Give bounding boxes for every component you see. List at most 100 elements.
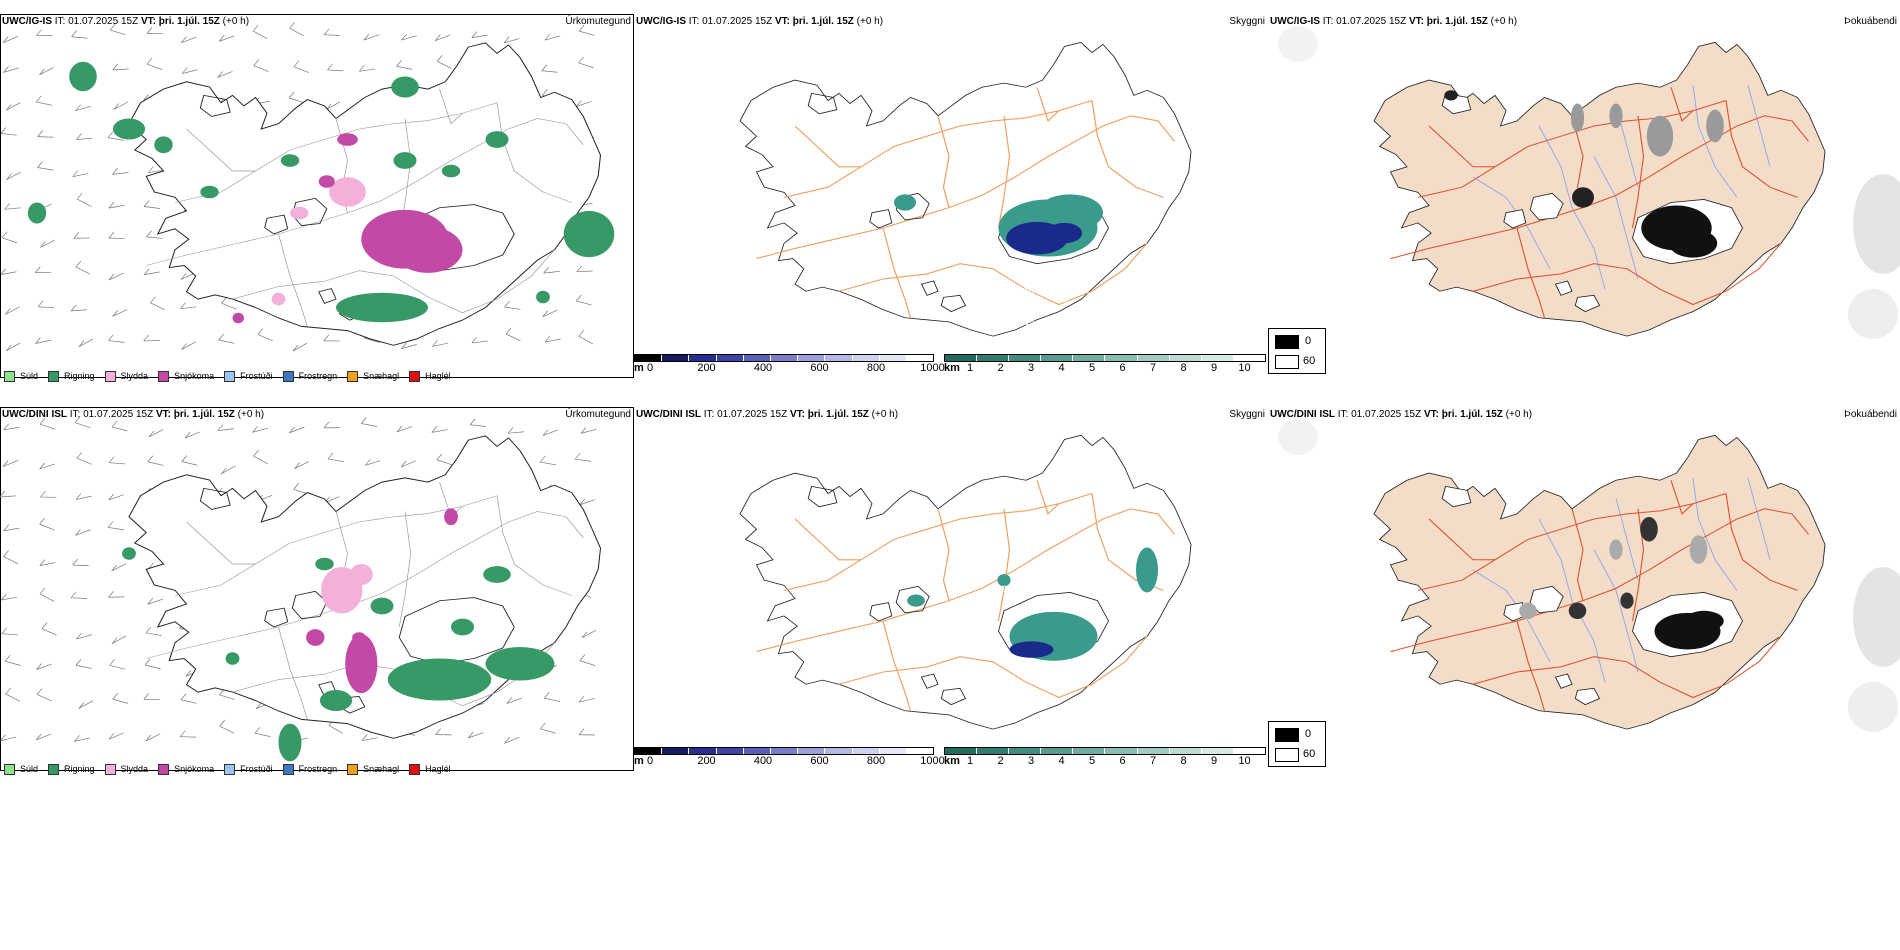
wind-barb	[580, 427, 597, 434]
wind-barb	[71, 30, 88, 39]
title-part: þri. 1.júl. 15Z	[173, 409, 235, 420]
ramp-step	[743, 748, 771, 754]
wind-barb	[39, 587, 55, 602]
title-part: IT:	[688, 16, 700, 27]
visibility-panel: 52492026849106UWC/IG-IS IT: 01.07.2025 1…	[634, 14, 1268, 394]
title-part: þri. 1.júl. 15Z	[792, 16, 854, 27]
wind-barb	[75, 659, 92, 669]
ramp-step	[825, 748, 853, 754]
snow-area	[444, 508, 458, 526]
coastline	[739, 434, 1192, 730]
legend-item: Frostúði	[224, 370, 273, 382]
colorbar-tick: 2	[997, 362, 1004, 374]
wind-barb	[143, 693, 160, 700]
colorbar-tick: 9	[1210, 755, 1218, 767]
title-part: (+0 h)	[1490, 16, 1518, 27]
wind-barb	[109, 23, 126, 36]
title-part: IT:	[1337, 409, 1349, 420]
legend-item: Slydda	[104, 370, 148, 382]
ramp-step	[1169, 355, 1202, 361]
snow-area	[352, 632, 366, 643]
wind-barb	[108, 272, 124, 281]
wind-barb	[147, 166, 165, 174]
legend-label: Súld	[20, 371, 39, 381]
rain-area	[441, 164, 461, 178]
panel-title: UWC/DINI ISL IT: 01.07.2025 15Z VT: þri.…	[1270, 409, 1532, 420]
visibility-panel: 55 75 43 8 966 243 UWC/DINI ISL IT: 01.07.2025…	[634, 407, 1268, 787]
wind-barb	[6, 102, 21, 111]
wind-barb	[146, 57, 163, 70]
title-part: (+0 h)	[237, 409, 265, 420]
wind-barb	[39, 559, 56, 566]
wind-barb	[218, 333, 235, 344]
wind-barb	[70, 591, 88, 599]
glacier-outline	[940, 687, 967, 706]
vis-area	[1037, 194, 1103, 232]
wind-barb	[543, 266, 560, 274]
wind-barb	[145, 626, 162, 636]
wind-barb	[3, 423, 20, 431]
glacier-outline	[1554, 280, 1573, 296]
vis-value-label: 43	[1064, 707, 1074, 717]
wind-barb	[180, 302, 197, 310]
wind-barb	[576, 100, 592, 107]
wind-barb	[361, 417, 378, 427]
ramp-step	[1233, 748, 1265, 754]
road	[1670, 87, 1694, 122]
glacier-outline	[1529, 192, 1564, 221]
fog-panel: UWC/DINI ISL IT: 01.07.2025 15Z VT: þri.…	[1268, 407, 1900, 787]
legend-label: Rigning	[64, 371, 95, 381]
legend-label: Rigning	[64, 764, 95, 774]
legend-swatch	[224, 763, 236, 775]
title-part: IT:	[703, 409, 715, 420]
wind-barb	[36, 688, 52, 702]
wind-barb	[5, 687, 21, 702]
wind-barb	[184, 431, 200, 439]
wind-barb	[578, 728, 595, 736]
title-part: þri. 1.júl. 15Z	[807, 409, 869, 420]
ramp-step	[906, 748, 934, 754]
ramp-step	[1009, 748, 1042, 754]
field-name: Þokuábendi	[1844, 409, 1897, 420]
fog-haze	[1848, 289, 1898, 339]
colorbar-tick: 0	[646, 362, 654, 374]
title-part: (+0 h)	[871, 409, 899, 420]
sleet-area	[349, 564, 373, 585]
wind-barb	[76, 192, 92, 207]
fog-map	[1278, 26, 1900, 339]
ramp-step	[1009, 355, 1042, 361]
wind-barb	[108, 334, 125, 343]
wind-barb	[540, 722, 556, 734]
road	[174, 102, 498, 203]
ramp-step	[906, 355, 934, 361]
fog-map	[1278, 419, 1900, 732]
iceland-map	[1373, 434, 1826, 730]
wind-barb	[289, 426, 305, 434]
rain-area	[315, 557, 334, 571]
wind-barb	[147, 598, 164, 605]
legend-item: Snjókoma	[158, 370, 214, 382]
wind-barb	[146, 27, 163, 34]
ramp-step	[977, 748, 1010, 754]
wind-barb	[471, 336, 488, 344]
wind-barb	[35, 95, 52, 106]
colorbar-meters-ramp	[634, 747, 934, 755]
river	[1538, 518, 1606, 683]
wind-barb	[542, 309, 558, 317]
road	[398, 511, 412, 628]
wind-barb	[436, 55, 452, 69]
panel-frame	[0, 14, 634, 378]
colorbar-km-ramp	[944, 747, 1266, 755]
wind-barb	[108, 732, 124, 740]
wind-barb	[112, 63, 129, 71]
colorbar-tick: 1	[966, 755, 974, 767]
ramp-step	[716, 748, 744, 754]
wind-barb	[181, 455, 198, 466]
wind-barb	[3, 524, 20, 532]
colorbar-unit: m	[634, 755, 644, 767]
snow-area	[318, 175, 335, 188]
precip-legend: Súld Rigning Slydda Snjókoma Frostúði Frostre…	[4, 360, 451, 392]
colorbar-tick: 1000	[920, 362, 945, 374]
wind-barb	[143, 334, 160, 342]
wind-barb	[257, 328, 273, 342]
